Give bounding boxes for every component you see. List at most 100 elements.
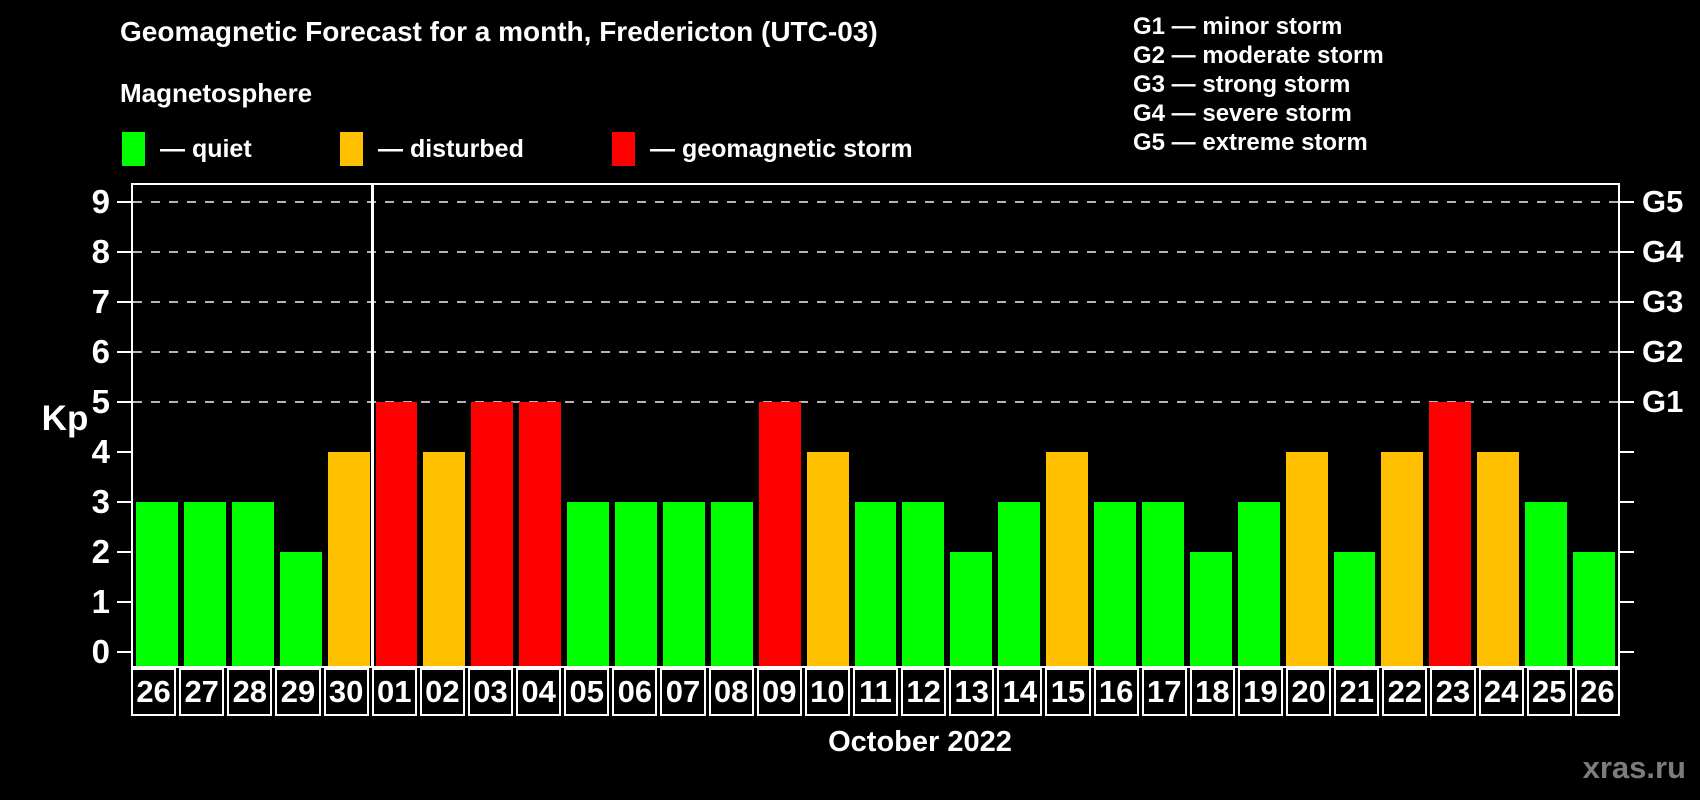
bar-08-quiet [710, 502, 753, 666]
date-cell-21: 21 [1334, 668, 1380, 716]
storm-color-swatch [612, 132, 635, 166]
bar-03-storm [471, 402, 514, 666]
date-cell-15: 15 [1045, 668, 1091, 716]
y-tick-left-4 [117, 451, 131, 453]
legend-label-quiet: — quiet [160, 134, 252, 163]
date-cell-20: 20 [1286, 668, 1332, 716]
date-cell-10: 10 [804, 668, 850, 716]
bar-13-quiet [950, 552, 993, 666]
date-cell-27: 27 [179, 668, 225, 716]
date-cell-25: 25 [1526, 668, 1572, 716]
gridline-kp6 [133, 351, 1618, 353]
bar-12-quiet [902, 502, 945, 666]
date-cell-11: 11 [852, 668, 899, 716]
legend-label-storm: — geomagnetic storm [650, 134, 913, 163]
y-tick-right-9 [1620, 201, 1634, 203]
date-cell-17: 17 [1141, 668, 1187, 716]
y-tick-right-8 [1620, 251, 1634, 253]
date-cell-29: 29 [275, 668, 321, 716]
date-cell-02: 02 [419, 668, 465, 716]
date-cell-12: 12 [901, 668, 947, 716]
month-separator-line [371, 185, 375, 666]
date-cell-23: 23 [1430, 668, 1476, 716]
y-tick-right-4 [1620, 451, 1634, 453]
bar-22-disturbed [1381, 452, 1424, 666]
date-cell-06: 06 [612, 668, 658, 716]
bar-24-disturbed [1477, 452, 1520, 666]
date-cell-14: 14 [997, 668, 1043, 716]
date-cell-01: 01 [371, 668, 417, 716]
bar-23-storm [1429, 402, 1472, 666]
bar-04-storm [519, 402, 562, 666]
y-tick-label-0: 0 [91, 633, 110, 670]
date-cell-07: 07 [660, 668, 706, 716]
y-tick-right-1 [1620, 601, 1634, 603]
y-tick-label-2: 2 [91, 533, 110, 570]
bar-14-quiet [998, 502, 1041, 666]
gridline-kp8 [133, 251, 1618, 253]
y-tick-label-8: 8 [91, 233, 110, 270]
g-level-label-g3: G3 [1642, 284, 1684, 319]
y-tick-right-2 [1620, 551, 1634, 553]
bar-15-disturbed [1046, 452, 1089, 666]
magnetosphere-label: Magnetosphere [120, 78, 313, 108]
y-tick-left-1 [117, 601, 131, 603]
bar-06-quiet [615, 502, 657, 666]
plot-area [131, 183, 1620, 668]
x-axis-date-row: 26 27 28 29 30 01 02 03 04 05 06 07 08 09 10 11 12 13 14 15… [131, 668, 1620, 716]
bar-01-storm [375, 402, 418, 666]
bar-30-disturbed [327, 452, 370, 666]
bar-18-quiet [1189, 552, 1232, 666]
y-tick-label-3: 3 [91, 483, 110, 520]
g-legend-line-4: G4 — severe storm [1133, 100, 1352, 127]
bar-19-quiet [1237, 502, 1280, 666]
date-cell-24: 24 [1478, 668, 1524, 716]
date-cell-28: 28 [227, 668, 273, 716]
bar-09-storm [758, 402, 801, 666]
date-cell-03: 03 [467, 668, 514, 716]
date-cell-19: 19 [1237, 668, 1284, 716]
bar-25-quiet [1525, 502, 1568, 666]
gridline-kp9 [133, 201, 1618, 203]
gridline-kp5 [133, 401, 1618, 403]
g-legend-line-1: G1 — minor storm [1133, 13, 1343, 40]
y-tick-right-5 [1620, 401, 1634, 403]
bar-26-quiet [1573, 552, 1615, 666]
bar-10-disturbed [806, 452, 849, 666]
y-tick-label-6: 6 [91, 333, 110, 370]
date-cell-09: 09 [756, 668, 802, 716]
y-tick-label-7: 7 [91, 283, 110, 320]
bar-02-disturbed [423, 452, 466, 666]
g-legend-line-5: G5 — extreme storm [1133, 129, 1368, 156]
date-cell-18: 18 [1189, 668, 1235, 716]
y-tick-left-8 [117, 251, 131, 253]
bar-16-quiet [1094, 502, 1136, 666]
y-tick-left-5 [117, 401, 131, 403]
legend-label-disturbed: — disturbed [378, 134, 524, 163]
bar-05-quiet [567, 502, 610, 666]
bar-28-quiet [231, 502, 274, 666]
date-cell-05: 05 [564, 668, 610, 716]
y-tick-left-0 [117, 651, 131, 653]
date-cell-30: 30 [323, 668, 369, 716]
g-legend-line-3: G3 — strong storm [1133, 71, 1351, 98]
date-cell-13: 13 [949, 668, 995, 716]
bar-27-quiet [183, 502, 226, 666]
g-level-label-g4: G4 [1642, 234, 1684, 269]
y-tick-label-5: 5 [91, 383, 110, 420]
y-tick-left-7 [117, 301, 131, 303]
quiet-color-swatch [122, 132, 145, 166]
disturbed-color-swatch [340, 132, 363, 166]
y-tick-right-0 [1620, 651, 1634, 653]
legend-item-quiet: — quiet [122, 131, 252, 167]
y-tick-left-3 [117, 501, 131, 503]
y-tick-right-7 [1620, 301, 1634, 303]
legend-item-storm: — geomagnetic storm [612, 131, 913, 167]
date-cell-16: 16 [1093, 668, 1139, 716]
date-cell-08: 08 [708, 668, 754, 716]
y-axis-title: Kp [41, 399, 89, 438]
bar-17-quiet [1141, 502, 1184, 666]
legend-item-disturbed: — disturbed [340, 131, 524, 167]
y-tick-label-9: 9 [91, 183, 110, 220]
date-cell-22: 22 [1382, 668, 1428, 716]
